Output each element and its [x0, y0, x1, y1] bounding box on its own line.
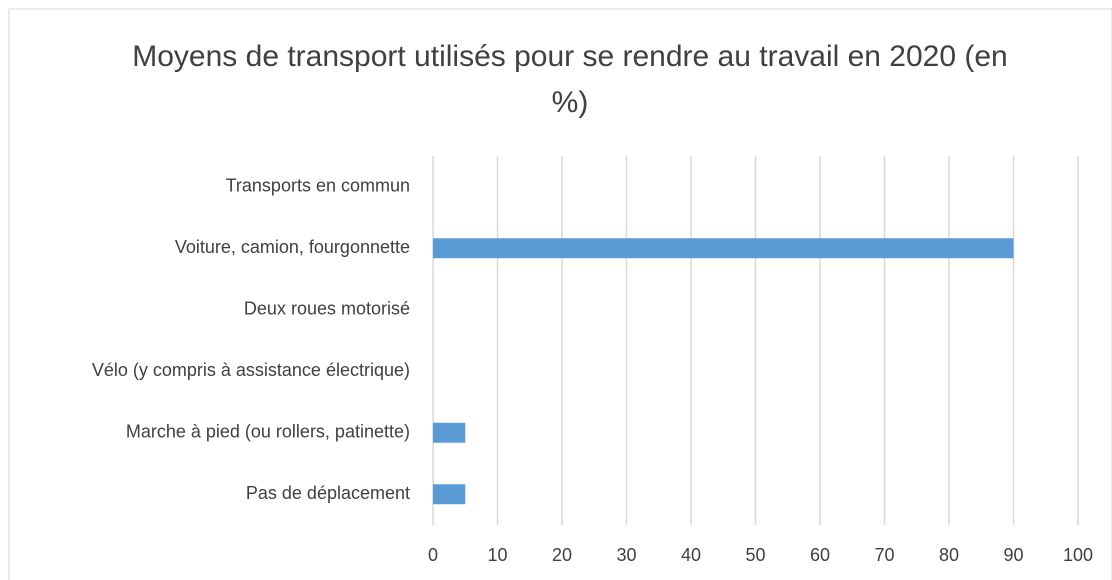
y-tick-label: Deux roues motorisé — [244, 299, 410, 319]
x-tick-label: 20 — [552, 545, 572, 565]
bar — [433, 422, 466, 443]
x-tick-label: 40 — [681, 545, 701, 565]
chart-title: Moyens de transport utilisés pour se ren… — [132, 40, 1008, 119]
x-tick-label: 100 — [1063, 545, 1093, 565]
y-tick-label: Marche à pied (ou rollers, patinette) — [126, 422, 410, 442]
x-tick-label: 10 — [487, 545, 507, 565]
x-tick-label: 50 — [745, 545, 765, 565]
y-tick-label: Vélo (y compris à assistance électrique) — [92, 360, 410, 380]
bar — [433, 238, 1014, 259]
x-tick-label: 70 — [874, 545, 894, 565]
chart-frame — [8, 8, 1112, 580]
x-tick-label: 0 — [428, 545, 438, 565]
y-tick-label: Transports en commun — [226, 176, 410, 196]
x-tick-label: 30 — [616, 545, 636, 565]
bar — [433, 484, 466, 505]
x-tick-label: 90 — [1003, 545, 1023, 565]
y-tick-label: Voiture, camion, fourgonnette — [175, 237, 410, 257]
y-tick-label: Pas de déplacement — [246, 483, 410, 503]
x-tick-label: 80 — [939, 545, 959, 565]
x-tick-label: 60 — [810, 545, 830, 565]
